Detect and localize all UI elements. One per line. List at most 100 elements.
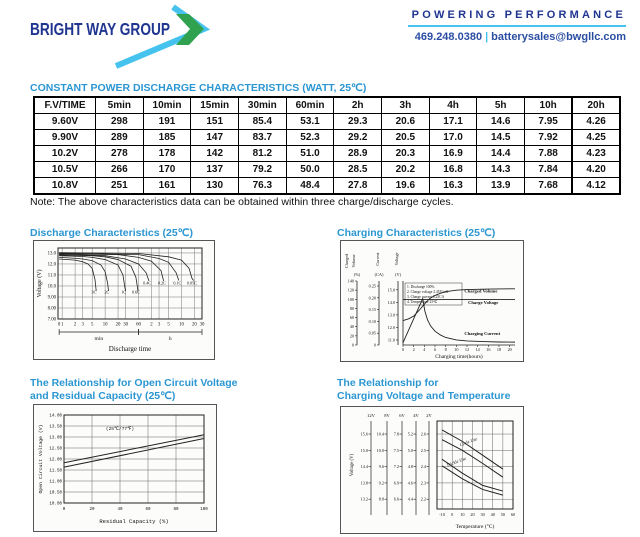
svg-text:Voltage (V): Voltage (V)	[350, 453, 355, 476]
table-row: 9.60V 298 191 151 85.4 53.1 29.3 20.6 17.1 14.6 7.…	[33, 113, 621, 130]
table-cell: 20.5	[381, 129, 430, 146]
svg-text:(%): (%)	[354, 272, 361, 277]
svg-text:11.00: 11.00	[49, 481, 62, 485]
svg-text:4.6: 4.6	[408, 480, 413, 485]
table-cell: 14.6	[476, 113, 526, 130]
svg-text:10: 10	[103, 323, 108, 328]
svg-text:4. Temperature 25℃: 4. Temperature 25℃	[407, 300, 438, 304]
column-header: 15min	[190, 96, 240, 114]
svg-text:14: 14	[476, 347, 481, 352]
svg-text:40: 40	[350, 324, 354, 329]
svg-text:Charged Volume: Charged Volume	[464, 289, 497, 294]
cvt-chart-panel: -10 0 10 20 30 40 50 60 12V 15.6 15.0 14.4 13.8 13.2 8…	[340, 406, 524, 534]
svg-text:10: 10	[460, 512, 464, 517]
table-cell: 289	[95, 129, 144, 146]
svg-text:15.0: 15.0	[388, 287, 395, 292]
svg-text:11.0: 11.0	[48, 274, 57, 279]
svg-text:0.1C: 0.1C	[173, 280, 181, 285]
svg-text:60: 60	[511, 512, 515, 517]
svg-text:7.2: 7.2	[394, 464, 399, 469]
column-header: 20h	[571, 96, 621, 114]
svg-text:30: 30	[480, 512, 484, 517]
table-cell: 52.3	[285, 129, 335, 146]
column-header: 10h	[524, 96, 573, 114]
svg-text:20: 20	[192, 323, 197, 328]
column-header: 30min	[238, 96, 287, 114]
svg-text:0.05C: 0.05C	[187, 280, 197, 285]
svg-text:2: 2	[413, 347, 415, 352]
svg-text:12: 12	[465, 347, 469, 352]
table-cell: 29.3	[333, 113, 383, 130]
table-cell: 81.2	[238, 145, 287, 162]
svg-text:7.5: 7.5	[394, 448, 399, 453]
table-cell: 185	[142, 129, 192, 146]
table-cell: 147	[190, 129, 240, 146]
svg-text:2V: 2V	[426, 413, 432, 418]
table-cell: 4.12	[571, 177, 621, 195]
svg-text:6.6: 6.6	[394, 497, 399, 502]
table-cell: 16.9	[428, 145, 478, 162]
table-cell: 13.9	[476, 177, 526, 195]
svg-text:30: 30	[123, 323, 128, 328]
svg-text:10.0: 10.0	[48, 285, 57, 290]
svg-text:8.8: 8.8	[379, 497, 384, 502]
contact-separator: |	[485, 31, 489, 43]
chart-title-cvt: The Relationship for Charging Voltage an…	[337, 377, 510, 402]
svg-text:Charging Current: Charging Current	[464, 331, 500, 336]
svg-text:0.6C: 0.6C	[132, 290, 140, 295]
svg-text:13.8: 13.8	[361, 480, 368, 485]
table-cell: 4.26	[571, 113, 621, 130]
table-cell: 17.1	[428, 113, 478, 130]
table-cell: 14.4	[476, 145, 526, 162]
table-cell: 79.2	[238, 161, 287, 178]
svg-text:9.2: 9.2	[379, 480, 384, 485]
chart-title-charging: Charging Characteristics (25℃)	[337, 227, 496, 239]
table-cell: 19.6	[381, 177, 430, 195]
table-row: 10.8V 251 161 130 76.3 48.4 27.8 19.6 16.3 13.9 7.…	[33, 177, 621, 195]
svg-text:8.00: 8.00	[48, 307, 57, 312]
svg-text:8V: 8V	[384, 413, 390, 418]
table-cell: 14.5	[476, 129, 526, 146]
svg-text:11.0: 11.0	[388, 337, 395, 342]
table-head: F.V/TIME 5min 10min 15min 30min 60min 2h 3h 4h 5h…	[33, 96, 621, 114]
svg-text:2.6: 2.6	[421, 432, 426, 437]
svg-text:2.4: 2.4	[421, 464, 427, 469]
svg-text:Current: Current	[375, 252, 380, 266]
svg-text:16: 16	[486, 347, 490, 352]
chart-title-cvt-line2: Charging Voltage and Temperature	[337, 389, 511, 402]
svg-text:min: min	[95, 336, 104, 342]
svg-text:2. Charge voltage 2.45V/cell: 2. Charge voltage 2.45V/cell	[407, 290, 448, 294]
table-row: 10.5V 266 170 137 79.2 50.0 28.5 20.2 16.8 14.3 7.…	[33, 161, 621, 178]
table-cell: 17.0	[428, 129, 478, 146]
svg-text:-10: -10	[439, 512, 445, 517]
svg-text:2.5: 2.5	[421, 448, 426, 453]
table-cell: 4.25	[571, 129, 621, 146]
svg-text:13.50: 13.50	[49, 426, 62, 430]
column-header: 2h	[333, 96, 383, 114]
svg-text:2.3: 2.3	[421, 480, 426, 485]
svg-text:13.0: 13.0	[388, 312, 395, 317]
svg-text:7.8: 7.8	[394, 432, 399, 437]
svg-text:10: 10	[179, 323, 184, 328]
svg-text:12.00: 12.00	[49, 459, 62, 463]
table-cell: 7.95	[524, 113, 573, 130]
svg-text:Trickle Use: Trickle Use	[446, 456, 467, 468]
svg-text:0.20: 0.20	[369, 295, 376, 300]
table-cell: 4.20	[571, 161, 621, 178]
column-header: 5min	[95, 96, 144, 114]
svg-text:0: 0	[58, 323, 61, 328]
table-body: 9.60V 298 191 151 85.4 53.1 29.3 20.6 17.1 14.6 7.…	[33, 113, 621, 195]
svg-text:80: 80	[173, 508, 179, 512]
svg-text:Volume: Volume	[351, 254, 356, 267]
svg-text:4: 4	[423, 347, 426, 352]
svg-text:14.0: 14.0	[388, 300, 395, 305]
svg-text:Voltage (V): Voltage (V)	[36, 269, 43, 297]
table-cell: 50.0	[285, 161, 335, 178]
ocv-chart-panel: 14.00 13.50 13.00 12.50 12.00 11.50 11.00 10.50…	[33, 404, 217, 532]
table-header-row: F.V/TIME 5min 10min 15min 30min 60min 2h 3h 4h 5h…	[33, 96, 621, 114]
charging-chart-panel: Charged Volume Current Voltage (%) 140 120 100 8…	[340, 240, 524, 362]
svg-text:0.05: 0.05	[369, 331, 376, 336]
svg-text:8: 8	[445, 347, 447, 352]
table-cell: 266	[95, 161, 144, 178]
